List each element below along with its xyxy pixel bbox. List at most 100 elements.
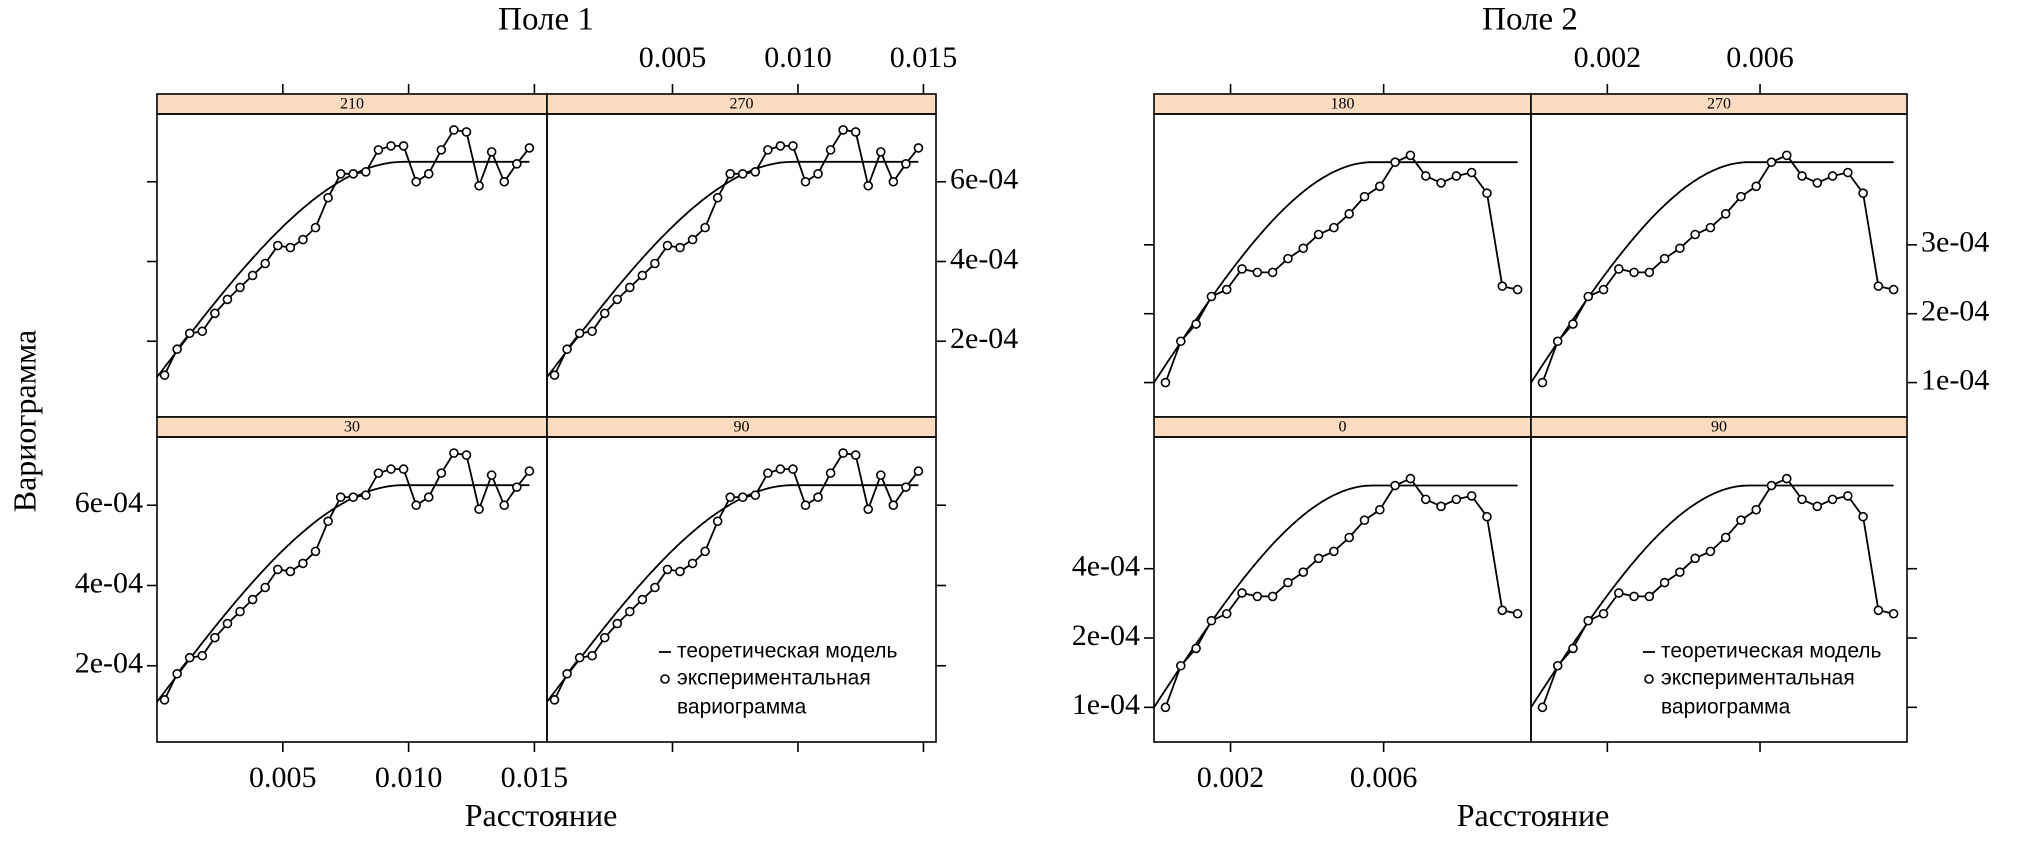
experimental-point [1858,188,1868,198]
experimental-point [1482,511,1492,522]
experimental-point [1206,615,1217,626]
experimental-point [1720,532,1731,543]
experimental-point [1690,229,1700,240]
experimental-point [398,141,409,151]
experimental-point [1812,178,1823,188]
experimental-point [210,632,220,643]
experimental-point [737,169,748,179]
experimental-point [1359,191,1370,202]
experimental-point [775,464,786,474]
experimental-point [1313,229,1324,240]
experimental-point [436,145,447,155]
x-tick-label: 0.005 [249,761,317,794]
experimental-point [1191,643,1201,654]
experimental-point [197,650,208,661]
experimental-line [1164,154,1518,383]
panel-label: 30 [344,419,360,436]
experimental-point [172,344,182,355]
legend-model-label: теоретическая модель [677,640,898,663]
experimental-point [875,147,886,157]
legend-point-symbol [660,674,670,684]
panel-label: 210 [340,96,364,113]
model-curve [546,160,919,378]
experimental-point [1482,188,1492,198]
model-curve [156,484,530,703]
experimental-point [411,176,421,187]
model-curve [1153,161,1518,384]
experimental-point [574,652,585,663]
y-tick-label: 3e-04 [1921,226,1989,259]
model-curve [1530,161,1894,384]
experimental-point [260,582,270,593]
experimental-point [725,169,736,179]
experimental-point [1329,546,1339,557]
experimental-point [1298,243,1309,254]
legend: теоретическая модель экспериментальная вар… [659,640,898,719]
panel-label: 90 [734,419,750,436]
experimental-point [172,668,182,679]
experimental-point [1537,702,1548,713]
experimental-point [436,468,447,478]
x-tick-label: 0.010 [764,41,832,74]
experimental-point [398,464,409,474]
experimental-point [574,328,585,339]
experimental-point [825,468,836,478]
chart-title: Поле 2 [1482,2,1578,38]
experimental-point [901,159,911,169]
field-2-chart: Поле 2 Расстояние 180 270 1e-04 2e-04 3e-04 0.0… [1072,2,1990,833]
experimental-point [499,500,510,511]
experimental-point [712,516,723,527]
experimental-point [272,240,283,251]
experimental-point [1252,267,1263,278]
experimental-point [763,145,773,155]
y-tick-label: 2e-04 [1072,619,1140,652]
experimental-point [159,370,170,380]
experimental-point [1613,264,1624,274]
experimental-point [825,145,836,155]
experimental-point [637,270,648,281]
experimental-point [1267,591,1278,602]
experimental-point [1267,267,1278,278]
experimental-point [499,176,510,187]
experimental-point [901,482,911,492]
experimental-point [712,192,723,203]
experimental-point [913,143,924,153]
experimental-point [348,492,359,502]
panel-frame [1153,436,1532,743]
experimental-point [737,492,748,502]
experimental-point [549,370,560,380]
experimental-point [1613,588,1624,598]
experimental-point [222,618,233,629]
experimental-point [1736,515,1746,525]
x-tick-label: 0.002 [1574,41,1642,74]
experimental-point [461,450,472,460]
experimental-point [637,594,648,605]
experimental-point [1466,167,1477,178]
experimental-point [222,294,233,305]
experimental-point [1512,284,1523,295]
experimental-point [1751,181,1762,192]
experimental-point [1629,591,1639,602]
experimental-point [184,328,195,339]
experimental-point [775,141,786,151]
experimental-point [1420,494,1431,505]
y-tick-label: 4e-04 [1072,550,1140,583]
experimental-point [1797,171,1807,181]
x-tick-label: 0.002 [1197,761,1265,794]
experimental-point [461,127,472,137]
experimental-point [1766,480,1777,491]
experimental-line [1541,154,1894,383]
experimental-point [512,159,522,169]
panel-frame [1153,113,1532,418]
experimental-point [449,448,459,458]
experimental-point [1221,284,1232,295]
experimental-point [1568,319,1578,329]
experimental-point [813,169,823,179]
y-tick-label: 2e-04 [1921,295,1989,328]
chart-title: Поле 1 [498,2,594,38]
experimental-point [1858,511,1868,522]
experimental-point [486,147,497,157]
experimental-point [361,490,371,500]
experimental-point [1873,605,1884,616]
experimental-point [348,169,359,179]
